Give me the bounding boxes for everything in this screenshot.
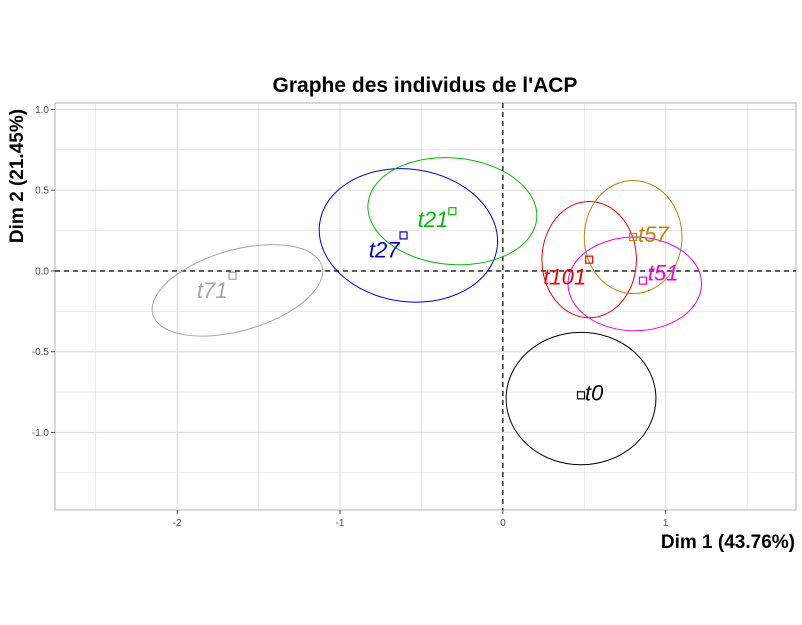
point-label-t27: t27 bbox=[369, 237, 400, 262]
point-label-t71: t71 bbox=[197, 278, 228, 303]
point-t21 bbox=[448, 207, 457, 216]
point-t27 bbox=[399, 231, 408, 240]
point-t71 bbox=[228, 271, 237, 280]
point-label-t101: t101 bbox=[543, 265, 586, 290]
x-tick-label: -1 bbox=[336, 518, 345, 529]
x-axis-label: Dim 1 (43.76%) bbox=[661, 532, 795, 553]
x-tick-label: 1 bbox=[663, 518, 669, 529]
point-t57 bbox=[629, 232, 638, 242]
confidence-ellipses bbox=[151, 157, 703, 466]
ellipse-t71 bbox=[151, 244, 324, 337]
point-t51 bbox=[638, 276, 648, 285]
y-tick-label: 1.0 bbox=[35, 105, 49, 116]
plot-panel bbox=[54, 102, 797, 511]
x-axis-ticks: -2 -1 0 1 bbox=[173, 510, 669, 529]
ellipse-t0 bbox=[505, 331, 657, 466]
point-t101 bbox=[585, 255, 594, 264]
data-points: t71 t27 t21 t101 t57 t51 t0 bbox=[197, 207, 679, 405]
point-label-t51: t51 bbox=[648, 261, 679, 286]
point-label-t21: t21 bbox=[418, 207, 449, 232]
ellipse-t27 bbox=[318, 168, 499, 303]
point-label-t57: t57 bbox=[638, 222, 669, 247]
y-axis-label: Dim 2 (21.45%) bbox=[7, 109, 28, 243]
x-tick-label: 0 bbox=[500, 518, 506, 529]
ellipse-t51 bbox=[567, 236, 703, 332]
y-axis-ticks: -1.0 -0.5 0.0 0.5 1.0 bbox=[32, 105, 55, 439]
y-tick-label: 0.0 bbox=[35, 266, 49, 277]
chart-title: Graphe des individus de l'ACP bbox=[273, 74, 578, 97]
y-tick-label: -1.0 bbox=[32, 428, 50, 439]
point-label-t0: t0 bbox=[585, 380, 604, 405]
x-tick-label: -2 bbox=[173, 518, 182, 529]
y-tick-label: 0.5 bbox=[35, 186, 49, 197]
point-t0 bbox=[576, 391, 586, 400]
ellipse-t21 bbox=[367, 157, 538, 266]
ellipse-t57 bbox=[583, 180, 683, 295]
y-tick-label: -0.5 bbox=[32, 347, 50, 358]
